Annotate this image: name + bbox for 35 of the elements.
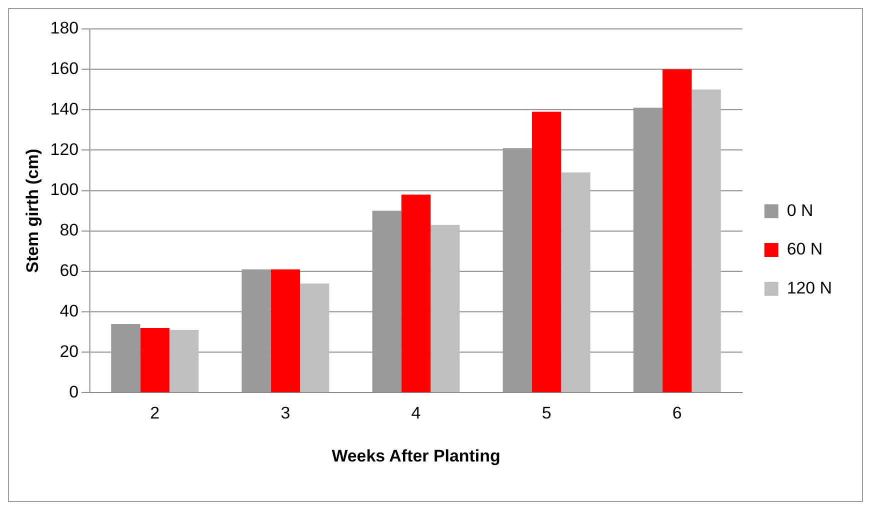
y-tick-label: 20: [60, 342, 79, 361]
x-tick-label: 6: [672, 403, 682, 422]
bar: [662, 69, 692, 392]
bar: [692, 90, 721, 392]
bar: [502, 148, 532, 392]
bar: [140, 328, 170, 392]
y-tick-label: 140: [50, 99, 79, 118]
y-axis-title: Stem girth (cm): [22, 148, 42, 273]
bar: [169, 330, 199, 392]
bar: [300, 284, 330, 392]
bar: [270, 269, 300, 392]
y-tick-label: 160: [50, 59, 79, 78]
legend-label: 120 N: [786, 278, 832, 298]
bar: [430, 224, 460, 392]
bar: [633, 108, 663, 392]
bar: [561, 172, 590, 392]
x-axis-title: Weeks After Planting: [332, 446, 500, 466]
y-tick-label: 40: [60, 301, 79, 320]
x-tick-label: 2: [150, 403, 160, 422]
y-tick-label: 60: [60, 261, 79, 280]
x-tick-label: 3: [280, 403, 290, 422]
y-tick-label: 120: [50, 140, 79, 159]
bar: [401, 194, 431, 392]
y-tick-label: 180: [50, 18, 79, 38]
y-tick-label: 80: [60, 220, 79, 240]
bar: [532, 112, 562, 392]
bar: [111, 324, 140, 392]
x-tick-label: 4: [411, 403, 421, 422]
x-tick-label: 5: [542, 403, 552, 422]
y-tick-label: 0: [69, 382, 79, 402]
legend-label: 60 N: [786, 240, 823, 259]
bar: [242, 269, 271, 392]
y-tick-label: 100: [50, 180, 79, 200]
bar: [372, 210, 402, 392]
legend-label: 0 N: [786, 200, 814, 220]
